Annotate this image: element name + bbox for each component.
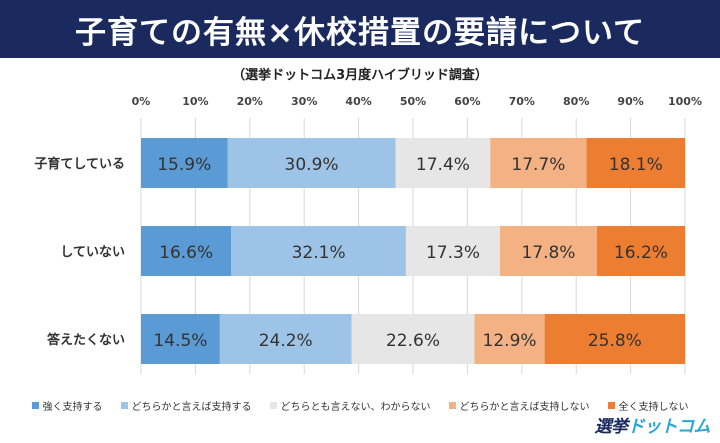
data-label: 24.2% [259,331,313,351]
data-label: 22.6% [386,331,440,351]
data-label: 16.6% [159,243,213,263]
legend-label: どちらかと言えば支持する [131,402,252,413]
x-tick-label: 0% [132,95,151,108]
bar-segment [490,138,587,188]
bar-segment [500,226,597,276]
bar-segment [405,226,501,276]
brand-logo: 選挙ドットコム [595,412,711,437]
bar-segment [141,138,228,188]
x-tick-label: 60% [454,95,480,108]
x-tick-label: 90% [617,95,643,108]
data-label: 16.2% [614,243,668,263]
bar-segment [395,138,491,188]
x-tick-label: 40% [345,95,371,108]
legend-item: どちらとも言えない、わからない [269,398,431,413]
x-tick-label: 80% [563,95,589,108]
bar-segment [474,314,545,364]
bar-segment [141,314,220,364]
data-label: 15.9% [157,155,211,175]
data-label: 17.7% [511,155,565,175]
x-tick-label: 30% [291,95,317,108]
x-tick-label: 10% [182,95,208,108]
bar-segment [227,138,396,188]
data-label: 17.3% [426,243,480,263]
brand-logo-accent: ドットコム [627,417,711,437]
x-tick-label: 20% [237,95,263,108]
legend-swatch [269,402,277,409]
chart-subtitle: （選挙ドットコム3月度ハイブリッド調査） [232,68,488,83]
data-label: 17.8% [521,243,575,263]
data-label: 32.1% [292,243,346,263]
category-label: 答えたくない [47,332,125,348]
legend-label: どちらとも言えない、わからない [280,402,431,413]
legend-swatch [120,402,128,409]
brand-logo-main: 選挙 [594,417,629,437]
data-label: 30.9% [285,155,339,175]
legend-label: どちらかと言えば支持しない [459,402,590,413]
legend-swatch [31,402,39,409]
legend-label: 全く支持しない [618,402,689,413]
data-label: 12.9% [483,331,537,351]
bar-segment [544,314,685,364]
data-label: 14.5% [153,331,207,351]
bar-segment [141,226,232,276]
legend-item: どちらかと言えば支持する [120,398,252,413]
x-tick-label: 70% [509,95,535,108]
x-tick-label: 50% [400,95,426,108]
bar-segment [231,226,406,276]
data-label: 17.4% [416,155,470,175]
bar-segment [586,138,685,188]
category-label: 子育てしている [34,156,125,172]
x-tick-label: 100% [668,95,702,108]
chart-legend: 強く支持する どちらかと言えば支持する どちらとも言えない、わからない どちらかと言え… [0,398,720,413]
data-label: 25.8% [588,331,642,351]
data-label: 18.1% [609,155,663,175]
category-label: していない [60,245,125,260]
chart-title-banner: 子育ての有無×休校措置の要請について [0,0,720,58]
legend-swatch [607,402,615,409]
bar-segment [596,226,685,276]
legend-label: 強く支持する [42,402,103,413]
legend-item: 強く支持する [31,398,103,413]
legend-item: 全く支持しない [607,398,689,413]
bar-segment [351,314,475,364]
legend-item: どちらかと言えば支持しない [448,398,590,413]
legend-swatch [448,402,456,409]
bar-segment [219,314,352,364]
chart-title: 子育ての有無×休校措置の要請について [74,14,646,51]
